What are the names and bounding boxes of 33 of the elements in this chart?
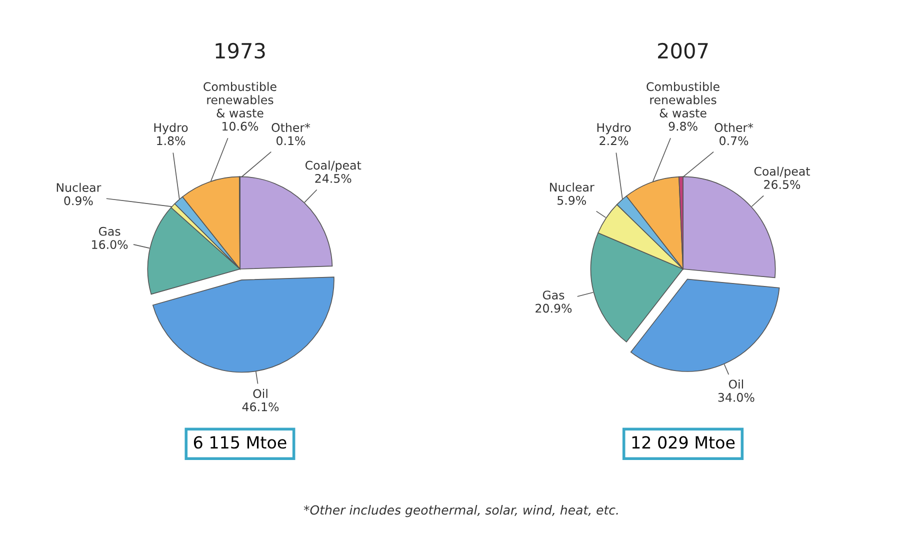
slice-label: Hydro xyxy=(597,122,631,134)
slice-label: Combustible renewables & waste xyxy=(204,82,276,118)
slice-label: Nuclear xyxy=(550,182,594,192)
data-label: 0.7% xyxy=(720,136,748,146)
text: 12 029 Mtoe xyxy=(632,436,735,449)
data-label: 10.6% xyxy=(222,122,258,131)
slice-label: Gas xyxy=(542,290,564,300)
slice-label: Combustible renewables & waste xyxy=(646,82,720,118)
data-label: 0.9% xyxy=(64,196,93,206)
chart-title: 2007 xyxy=(658,42,708,59)
chart-title: 1973 xyxy=(216,42,265,59)
slice-label: Oil xyxy=(253,388,268,398)
data-label: 2.2% xyxy=(600,136,628,146)
data-label: 46.1% xyxy=(242,402,279,412)
data-label: 16.0% xyxy=(92,240,128,250)
slice-label: Hydro xyxy=(154,122,188,134)
slice-label: Coal/peat xyxy=(305,160,362,172)
text: 6 115 Mtoe xyxy=(194,436,286,449)
slice-label: Oil xyxy=(728,380,743,389)
text: *Other includes geothermal, solar, wind, heat, etc. xyxy=(304,505,618,518)
data-label: 9.8% xyxy=(668,122,698,131)
slice-label: Other* xyxy=(714,122,754,132)
slice-label: Nuclear xyxy=(56,182,102,192)
data-label: 34.0% xyxy=(718,392,754,402)
slice-label: Coal/peat xyxy=(754,166,810,178)
data-label: 26.5% xyxy=(764,180,800,189)
data-label: 24.5% xyxy=(315,174,352,183)
slice-label: Other* xyxy=(272,122,310,132)
slice-label: Gas xyxy=(98,226,120,236)
data-label: 20.9% xyxy=(536,304,572,313)
data-label: 0.1% xyxy=(276,136,306,146)
data-label: 1.8% xyxy=(157,136,186,146)
data-label: 5.9% xyxy=(558,196,586,205)
